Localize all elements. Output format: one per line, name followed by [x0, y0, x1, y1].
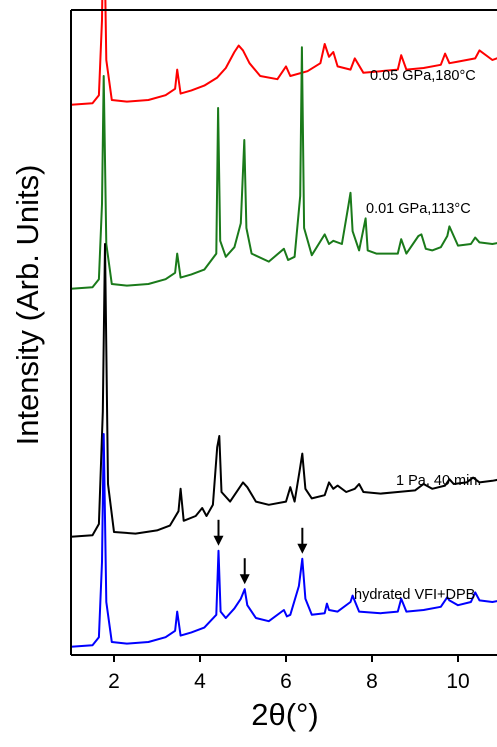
peak-arrow-0 — [213, 519, 224, 546]
peak-arrow-2 — [297, 527, 308, 554]
x-tick-label-2: 2 — [108, 670, 120, 693]
series-label-2: 1 Pa, 40 min. — [396, 473, 481, 489]
y-axis-label: Intensity (Arb. Units) — [10, 165, 45, 446]
series-labels: 0.05 GPa,180°C 0.01 GPa,113°C 1 Pa, 40 m… — [354, 68, 481, 603]
series-layer — [70, 0, 497, 648]
x-axis-label: 2θ(°) — [251, 697, 319, 732]
x-tick-label-4: 4 — [194, 670, 206, 693]
series-label-3: hydrated VFI+DPB — [354, 587, 475, 603]
series-line-0 — [70, 0, 497, 106]
arrow-layer — [213, 519, 308, 585]
series-label-0: 0.05 GPa,180°C — [370, 68, 476, 84]
x-tick-label-6: 6 — [280, 670, 292, 693]
x-tick-label-8: 8 — [366, 670, 378, 693]
series-line-3 — [70, 433, 497, 648]
x-ticks: 2 4 6 8 10 — [108, 655, 470, 693]
x-tick-label-10: 10 — [446, 670, 469, 693]
peak-arrow-1 — [239, 558, 250, 585]
series-line-1 — [70, 46, 497, 290]
series-line-2 — [70, 243, 497, 538]
series-label-1: 0.01 GPa,113°C — [366, 201, 471, 217]
